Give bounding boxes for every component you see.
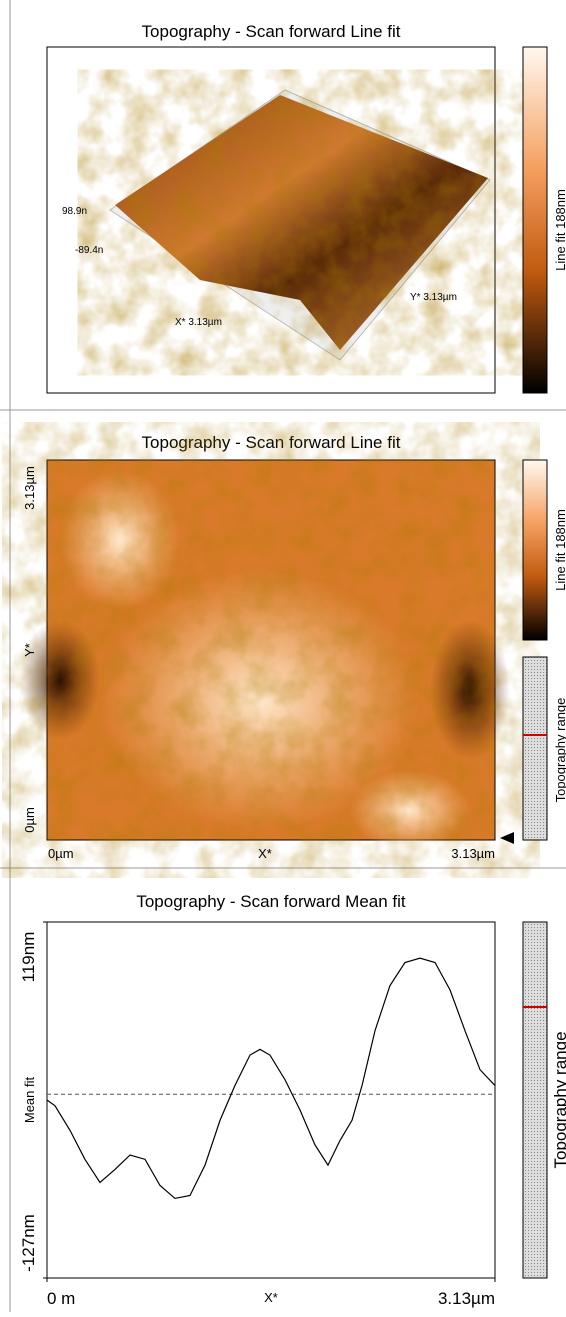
- colorbar-label: Line fit 188nm: [553, 509, 566, 591]
- x-axis-label: X*: [264, 1290, 278, 1305]
- colorbar-label: Line fit 188nm: [553, 189, 566, 271]
- y-tick-label: 119nm: [19, 932, 38, 983]
- range-label: Topography range: [553, 698, 566, 803]
- z-max-label: 98.9n: [62, 206, 87, 217]
- x-tick-label: 3.13µm: [438, 1289, 495, 1308]
- z-min-label: -89.4n: [75, 245, 103, 256]
- x-axis-label: X*: [258, 846, 272, 861]
- range-pointer: [500, 832, 514, 844]
- x-left-label: 0µm: [48, 846, 74, 861]
- x-tick-label: 0 m: [47, 1289, 75, 1308]
- y-top-label: 3.13µm: [22, 466, 37, 510]
- colorbar: [523, 47, 547, 393]
- range-label: Topography range: [551, 1031, 566, 1168]
- chart-title: Topography - Scan forward Mean fit: [136, 892, 406, 911]
- app-window: Topography - Scan forward Line fit 98.9n…: [0, 0, 566, 1312]
- y-bottom-label: 0µm: [22, 807, 37, 833]
- range-bar: [523, 657, 547, 840]
- panel-title: Topography - Scan forward Line fit: [142, 22, 401, 41]
- y-axis-label: Y* 3.13µm: [410, 292, 457, 303]
- y-tick-label: -127nm: [19, 1214, 38, 1272]
- page: Topography - Scan forward Line fit 98.9n…: [0, 0, 566, 1317]
- y-axis-label: Y*: [22, 643, 37, 657]
- colorbar: [523, 460, 547, 640]
- x-axis-label: X* 3.13µm: [175, 317, 222, 328]
- range-bar: [523, 922, 547, 1278]
- panel-title: Topography - Scan forward Line fit: [142, 433, 401, 452]
- plot-frame: [47, 922, 495, 1278]
- y-axis-label: Mean fit: [22, 1076, 37, 1123]
- x-right-label: 3.13µm: [451, 846, 495, 861]
- image-texture: [47, 460, 495, 840]
